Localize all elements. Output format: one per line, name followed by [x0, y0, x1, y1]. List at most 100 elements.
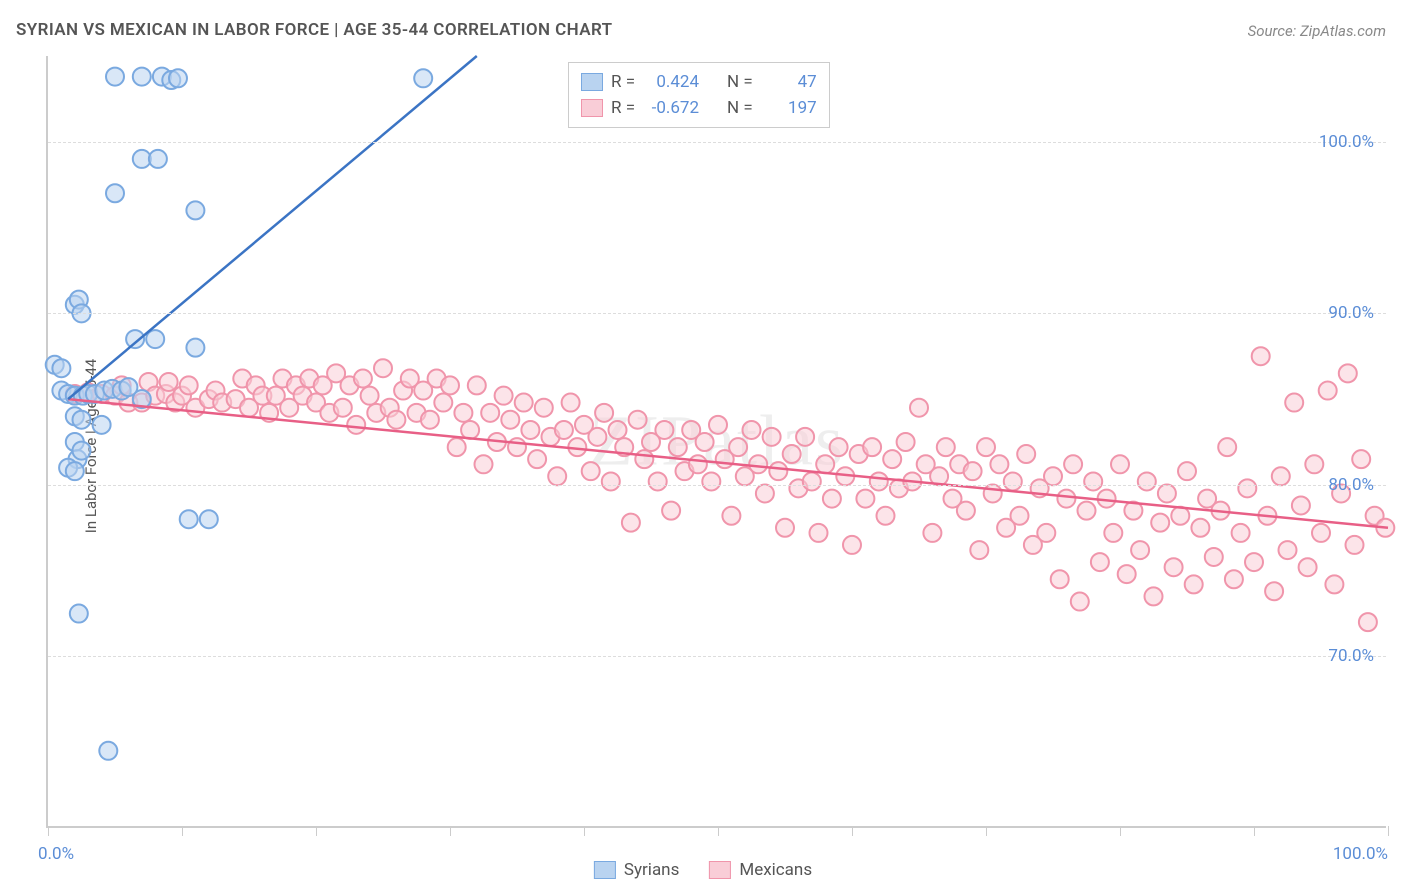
- data-point: [354, 370, 372, 388]
- data-point: [689, 455, 707, 473]
- data-point: [70, 605, 88, 623]
- data-point: [1285, 394, 1303, 412]
- grid-line: [48, 313, 1386, 314]
- data-point: [1312, 524, 1330, 542]
- data-point: [454, 404, 472, 422]
- data-point: [1151, 514, 1169, 532]
- legend-n-label-2: N =: [727, 98, 753, 118]
- data-point: [1245, 553, 1263, 571]
- data-point: [1252, 347, 1270, 365]
- legend-n-syrians: 47: [761, 72, 817, 92]
- data-point: [521, 421, 539, 439]
- data-point: [99, 742, 117, 760]
- data-point: [93, 416, 111, 434]
- data-point: [334, 399, 352, 417]
- data-point: [810, 524, 828, 542]
- data-point: [501, 411, 519, 429]
- series-label-syrians: Syrians: [624, 860, 679, 880]
- data-point: [133, 68, 151, 86]
- x-tick: [852, 826, 853, 836]
- data-point: [186, 201, 204, 219]
- data-point: [655, 421, 673, 439]
- data-point: [783, 445, 801, 463]
- data-point: [1044, 467, 1062, 485]
- data-point: [977, 438, 995, 456]
- data-point: [1185, 575, 1203, 593]
- data-point: [180, 510, 198, 528]
- data-point: [1305, 455, 1323, 473]
- data-point: [923, 524, 941, 542]
- series-legend: Syrians Mexicans: [594, 860, 812, 880]
- data-point: [722, 507, 740, 525]
- legend-r-mexicans: -0.672: [643, 98, 699, 118]
- data-point: [702, 472, 720, 490]
- x-axis-min-label: 0.0%: [38, 844, 74, 864]
- data-point: [481, 404, 499, 422]
- data-point: [180, 376, 198, 394]
- data-point: [73, 411, 91, 429]
- data-point: [796, 428, 814, 446]
- data-point: [709, 416, 727, 434]
- x-tick: [182, 826, 183, 836]
- x-tick: [1388, 826, 1389, 836]
- data-point: [1352, 450, 1370, 468]
- data-point: [1017, 445, 1035, 463]
- data-point: [1225, 570, 1243, 588]
- data-point: [743, 421, 761, 439]
- legend-r-label-2: R =: [611, 98, 635, 118]
- data-point: [548, 467, 566, 485]
- y-tick-label: 100.0%: [1319, 132, 1374, 152]
- data-point: [1064, 455, 1082, 473]
- data-point: [1037, 524, 1055, 542]
- legend-swatch-mexicans-bottom: [709, 861, 731, 879]
- x-tick: [584, 826, 585, 836]
- chart-title: SYRIAN VS MEXICAN IN LABOR FORCE | AGE 3…: [16, 20, 612, 40]
- data-point: [1165, 558, 1183, 576]
- legend-row-syrians: R = 0.424 N = 47: [581, 69, 817, 95]
- x-tick: [718, 826, 719, 836]
- grid-line: [48, 656, 1386, 657]
- data-point: [535, 399, 553, 417]
- data-point: [937, 438, 955, 456]
- data-point: [897, 433, 915, 451]
- data-point: [595, 404, 613, 422]
- data-point: [1265, 582, 1283, 600]
- data-point: [73, 442, 91, 460]
- data-point: [106, 184, 124, 202]
- data-point: [1071, 593, 1089, 611]
- grid-line: [48, 142, 1386, 143]
- data-point: [149, 150, 167, 168]
- legend-swatch-mexicans: [581, 99, 603, 117]
- data-point: [696, 433, 714, 451]
- data-point: [990, 455, 1008, 473]
- data-point: [749, 455, 767, 473]
- data-point: [662, 502, 680, 520]
- data-point: [635, 450, 653, 468]
- data-point: [52, 359, 70, 377]
- y-tick-label: 80.0%: [1328, 475, 1374, 495]
- x-tick: [1254, 826, 1255, 836]
- data-point: [883, 450, 901, 468]
- data-point: [910, 399, 928, 417]
- data-point: [1218, 438, 1236, 456]
- data-point: [1084, 472, 1102, 490]
- data-point: [1158, 484, 1176, 502]
- data-point: [964, 462, 982, 480]
- data-point: [106, 68, 124, 86]
- data-point: [528, 450, 546, 468]
- data-point: [421, 411, 439, 429]
- data-point: [555, 421, 573, 439]
- data-point: [1272, 467, 1290, 485]
- correlation-legend-box: R = 0.424 N = 47 R = -0.672 N = 197: [568, 62, 830, 128]
- data-point: [448, 438, 466, 456]
- x-tick: [986, 826, 987, 836]
- data-point: [1359, 613, 1377, 631]
- data-point: [66, 462, 84, 480]
- data-point: [763, 428, 781, 446]
- data-point: [160, 373, 178, 391]
- data-point: [1057, 490, 1075, 508]
- data-point: [823, 490, 841, 508]
- data-point: [347, 416, 365, 434]
- series-label-mexicans: Mexicans: [739, 860, 812, 880]
- data-point: [609, 421, 627, 439]
